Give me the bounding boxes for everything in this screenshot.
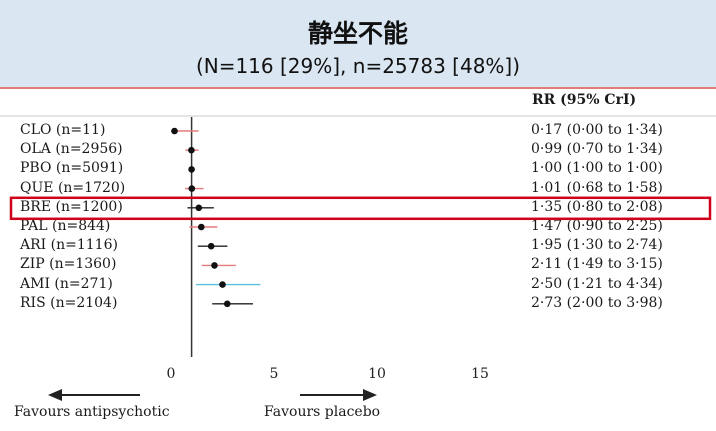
- row-label: AMI (n=271): [20, 275, 113, 292]
- rr-value: 2·73 (2·00 to 3·98): [531, 294, 663, 311]
- rr-value: 2·11 (1·49 to 3·15): [531, 256, 663, 273]
- point-estimate: [211, 262, 218, 269]
- row-label: CLO (n=11): [20, 122, 106, 138]
- chart-subtitle: (N=116 [29%], n=25783 [48%]): [195, 54, 521, 78]
- favours-antipsychotic-label: Favours antipsychotic: [14, 404, 170, 420]
- row-label: ARI (n=1116): [20, 237, 118, 254]
- point-estimate: [223, 300, 231, 308]
- chart-title: 静坐不能: [307, 19, 408, 48]
- point-estimate: [207, 242, 215, 250]
- rr-value: 2·50 (1·21 to 4·34): [531, 275, 663, 292]
- rr-column-header: RR (95% CrI): [532, 92, 637, 108]
- point-estimate: [188, 146, 195, 154]
- header-divider: [0, 87, 716, 89]
- x-tick-label: 5: [270, 366, 279, 382]
- header-banner: [0, 0, 716, 87]
- row-label: RIS (n=2104): [20, 294, 118, 311]
- left-arrow-head: [48, 389, 62, 401]
- row-label: QUE (n=1720): [20, 179, 126, 196]
- row-label: PBO (n=5091): [20, 160, 124, 177]
- rr-value: 1·95 (1·30 to 2·74): [531, 237, 663, 254]
- point-estimate: [197, 223, 205, 231]
- row-label: PAL (n=844): [20, 218, 111, 234]
- point-estimate: [188, 185, 196, 192]
- rr-value: 0·17 (0·00 to 1·34): [531, 122, 663, 138]
- row-label: OLA (n=2956): [20, 141, 123, 158]
- rr-value: 1·01 (0·68 to 1·58): [531, 179, 663, 196]
- x-tick-label: 0: [167, 366, 176, 382]
- x-tick-label: 10: [368, 366, 386, 382]
- row-label: BRE (n=1200): [20, 198, 123, 215]
- rr-value: 1·47 (0·90 to 2·25): [531, 218, 663, 234]
- point-estimate: [219, 281, 226, 288]
- right-arrow-head: [363, 389, 377, 401]
- x-tick-label: 15: [471, 366, 489, 382]
- row-label: ZIP (n=1360): [20, 256, 117, 273]
- point-estimate: [188, 166, 195, 173]
- point-estimate: [171, 127, 178, 135]
- rr-value: 1·00 (1·00 to 1·00): [531, 160, 663, 177]
- point-estimate: [195, 204, 203, 212]
- favours-placebo-label: Favours placebo: [264, 404, 381, 420]
- rr-value: 0·99 (0·70 to 1·34): [531, 141, 663, 158]
- highlight-box: [9, 196, 712, 221]
- rr-value: 1·35 (0·80 to 2·08): [531, 198, 663, 215]
